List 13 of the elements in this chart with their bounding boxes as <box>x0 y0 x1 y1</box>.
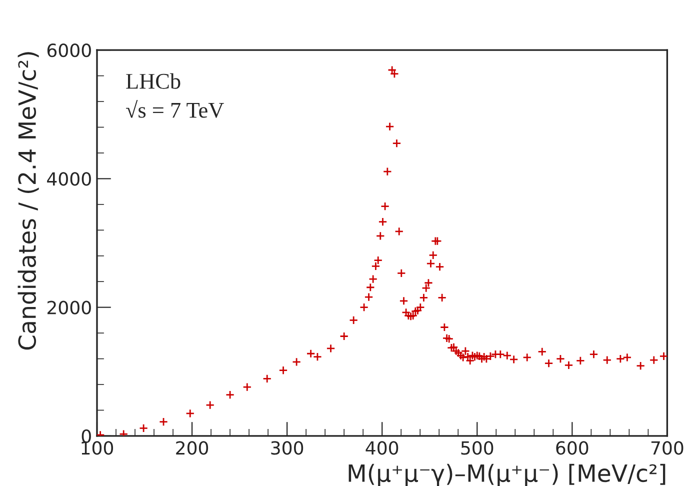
x-tick-label: 400 <box>366 441 398 455</box>
x-tick-label: 300 <box>271 441 304 455</box>
x-tick-label: 700 <box>651 441 684 455</box>
y-axis-title: Candidates / (2.4 MeV/c²) <box>18 52 39 350</box>
y-tick-label: 4000 <box>47 172 91 186</box>
x-tick-label: 500 <box>461 441 494 455</box>
x-tick-label: 600 <box>556 441 588 455</box>
x-tick-label: 200 <box>176 441 208 455</box>
y-tick-label: 6000 <box>47 44 91 58</box>
annotation: LHCb <box>126 73 180 89</box>
y-tick-label: 2000 <box>48 300 91 314</box>
annotation: √s = 7 TeV <box>126 100 224 118</box>
x-tick-label: 100 <box>82 441 114 455</box>
